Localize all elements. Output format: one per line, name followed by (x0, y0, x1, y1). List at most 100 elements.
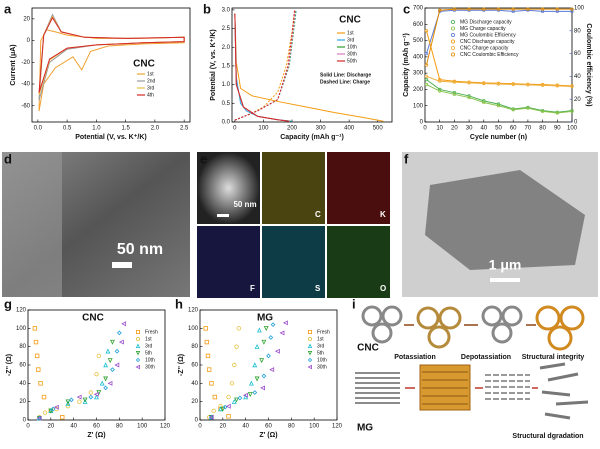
data-point (103, 362, 109, 368)
data-point (77, 399, 82, 404)
legend-label: 3rd (347, 37, 354, 43)
data-point (248, 380, 254, 386)
data-point (570, 84, 574, 89)
x-tick-label: 0 (233, 126, 237, 132)
marker (450, 26, 455, 31)
data-point (110, 367, 115, 372)
panel-label: d (4, 151, 12, 166)
data-point (540, 83, 545, 88)
data-line (234, 9, 296, 121)
x-tick-label: 20 (451, 126, 458, 132)
y-tick-label: 20 (23, 16, 30, 22)
data-line (234, 13, 293, 122)
marker (135, 343, 141, 349)
data-point (60, 415, 65, 420)
marker (135, 350, 141, 356)
data-point (261, 373, 267, 379)
data-point (254, 343, 260, 349)
marker (307, 336, 312, 341)
data-point (526, 106, 530, 110)
y2-tick-label: 100 (574, 6, 585, 12)
legend-label: 10th (145, 357, 155, 363)
x-tick-label: 80 (539, 126, 546, 132)
data-point (232, 362, 237, 368)
plot-frame (31, 7, 191, 123)
y-axis-title: -Z'' (Ω) (178, 354, 185, 376)
data-point (42, 410, 48, 415)
data-point (467, 81, 471, 85)
y-tick-label: -20 (21, 60, 30, 66)
legend-label: 1st (317, 336, 324, 342)
data-point (116, 330, 122, 336)
data-point (496, 82, 501, 86)
data-point (268, 335, 274, 340)
x-tick-label: 100 (258, 126, 269, 132)
data-point (34, 353, 40, 359)
data-point (50, 406, 56, 412)
data-point (226, 394, 231, 400)
x-tick-label: 70 (525, 126, 532, 132)
y-tick-label: 100 (16, 326, 27, 332)
legend-label: 3rd (147, 85, 154, 91)
y-axis-title: Potential (V, vs. K⁺/K) (210, 29, 217, 101)
data-point (274, 348, 280, 354)
y2-tick-label: 60 (574, 51, 581, 57)
x-axis-title: Cycle number (n) (470, 134, 527, 141)
y-tick-label: 0.0 (222, 120, 231, 126)
data-line (234, 9, 296, 121)
x-tick-label: 120 (160, 424, 171, 430)
y-tick-label: 700 (413, 6, 424, 12)
data-point (242, 392, 248, 398)
data-point (482, 7, 486, 11)
legend-label: 10th (347, 44, 357, 50)
data-point (96, 353, 101, 359)
diagram-step: Depotassiation (461, 354, 511, 361)
y-axis-title: -Z'' (Ω) (6, 354, 13, 376)
data-line (38, 15, 185, 96)
legend-label: 1st (347, 30, 354, 36)
y-tick-label: 2.5 (222, 26, 231, 32)
data-point (511, 108, 515, 112)
data-point (93, 391, 99, 397)
data-point (105, 348, 111, 354)
y-tick-label: 80 (19, 344, 26, 350)
diagram-result: Structural dgradation (512, 433, 583, 440)
eds-maps: 50 nm C K F S O (197, 152, 390, 298)
marker (307, 343, 313, 349)
legend-label: 5th (317, 350, 324, 356)
data-point (482, 81, 486, 86)
data-line (426, 75, 573, 87)
y-tick-label: 60 (19, 363, 26, 369)
panel-label: g (4, 296, 12, 311)
x-tick-label: 60 (510, 126, 517, 132)
data-point (107, 358, 113, 364)
x-tick-label: 40 (70, 424, 77, 430)
data-point (225, 403, 231, 409)
data-point (204, 339, 210, 345)
x-tick-label: 80 (288, 424, 295, 430)
y-tick-label: 0 (27, 38, 31, 44)
x-axis-title: Potential (V, vs. K⁺/K) (75, 134, 147, 141)
data-point (256, 327, 262, 333)
legend-label: 3rd (317, 343, 324, 349)
panel-label: e (200, 151, 207, 166)
plot-frame (231, 7, 393, 123)
data-point (279, 330, 285, 336)
data-point (206, 367, 212, 372)
legend-label: 10th (317, 357, 327, 363)
legend-label: Fresh (317, 329, 330, 335)
scale-bar-label: 50 nm (233, 200, 256, 209)
marker (450, 33, 455, 38)
legend-label: 30th (145, 364, 155, 370)
x-tick-label: 10 (436, 126, 443, 132)
data-line (234, 13, 384, 122)
data-point (555, 7, 559, 11)
legend-label: 3rd (145, 343, 152, 349)
data-point (203, 326, 208, 331)
data-point (212, 394, 218, 400)
y-tick-label: 40 (191, 381, 198, 387)
x-tick-label: 100 (567, 126, 578, 132)
x-axis-title: Z' (Ω) (259, 432, 277, 439)
scale-bar-label: 1 μm (489, 257, 522, 273)
data-point (263, 326, 269, 332)
